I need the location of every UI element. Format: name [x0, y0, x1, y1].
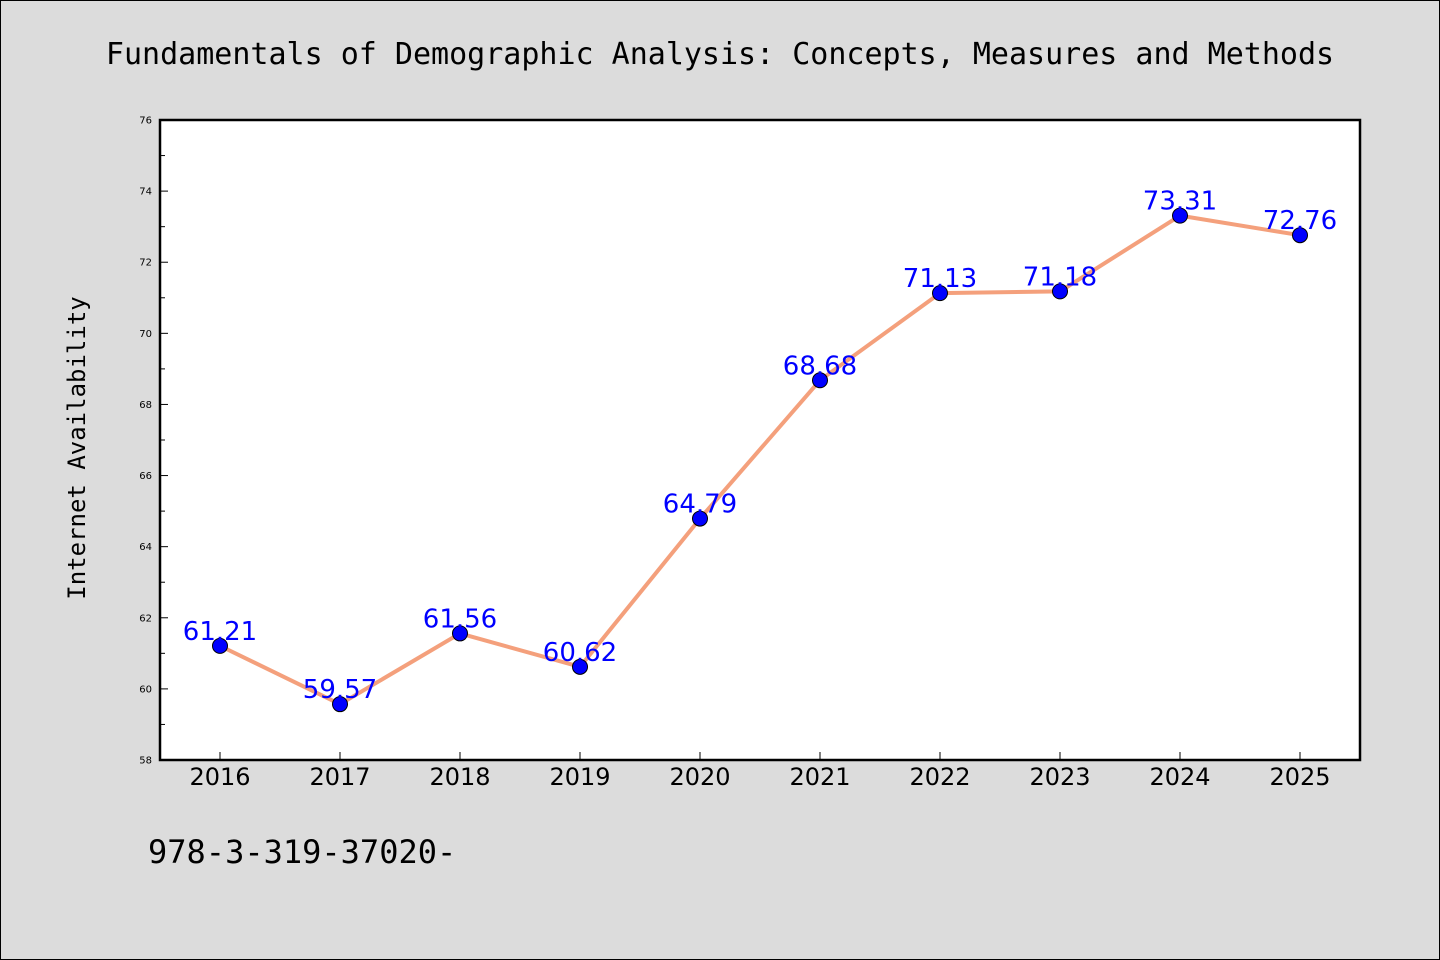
series-layer [212, 207, 1308, 713]
data-point [1172, 207, 1188, 224]
x-tick-label: 2016 [189, 763, 250, 791]
data-label: 59.57 [303, 675, 377, 705]
data-point [1292, 227, 1308, 244]
x-tick-label: 2017 [309, 763, 370, 791]
footer-isbn: 978-3-319-37020- [148, 833, 456, 871]
y-tick-label: 68 [139, 400, 152, 411]
data-point [812, 372, 828, 389]
data-point [1052, 283, 1068, 300]
y-tick-label: 62 [139, 613, 152, 624]
data-label: 73.31 [1143, 187, 1217, 217]
data-point [452, 625, 468, 642]
y-tick-label: 74 [139, 187, 152, 198]
x-tick-label: 2019 [549, 763, 610, 791]
y-tick-label: 70 [139, 329, 152, 340]
data-label: 71.13 [903, 264, 977, 294]
data-label: 68.68 [783, 351, 857, 381]
data-label: 60.62 [543, 638, 617, 668]
x-axis: 2016 2017 2018 2019 2020 2021 2022 2023 2024 2025 [189, 752, 1331, 791]
data-label: 61.21 [183, 617, 257, 647]
data-point [572, 658, 588, 675]
data-label-layer: 61.21 59.57 61.56 60.62 64.79 68.68 71.13 71.18… [183, 187, 1337, 706]
data-label: 64.79 [663, 490, 737, 520]
x-tick-label: 2020 [669, 763, 730, 791]
data-point [692, 510, 708, 527]
y-tick-label: 72 [139, 258, 152, 269]
series-line [218, 213, 1302, 707]
y-tick-label: 58 [139, 756, 152, 767]
data-label: 71.18 [1023, 262, 1097, 292]
x-tick-label: 2021 [789, 763, 850, 791]
data-label: 72.76 [1263, 206, 1337, 236]
x-tick-label: 2018 [429, 763, 490, 791]
data-label: 61.56 [423, 604, 497, 634]
plot-frame [158, 118, 1362, 762]
data-point [212, 637, 228, 654]
data-point [332, 696, 348, 713]
y-tick-label: 64 [139, 542, 152, 553]
x-tick-label: 2025 [1269, 763, 1330, 791]
chart-title: Fundamentals of Demographic Analysis: Co… [106, 37, 1334, 72]
x-tick-label: 2024 [1149, 763, 1210, 791]
y-tick-label: 66 [139, 471, 152, 482]
y-tick-label: 60 [139, 684, 152, 695]
y-tick-label: 76 [139, 116, 152, 127]
x-tick-label: 2023 [1029, 763, 1090, 791]
data-point [932, 285, 948, 302]
x-tick-label: 2022 [909, 763, 970, 791]
y-axis-label: Internet Availability [63, 296, 91, 599]
